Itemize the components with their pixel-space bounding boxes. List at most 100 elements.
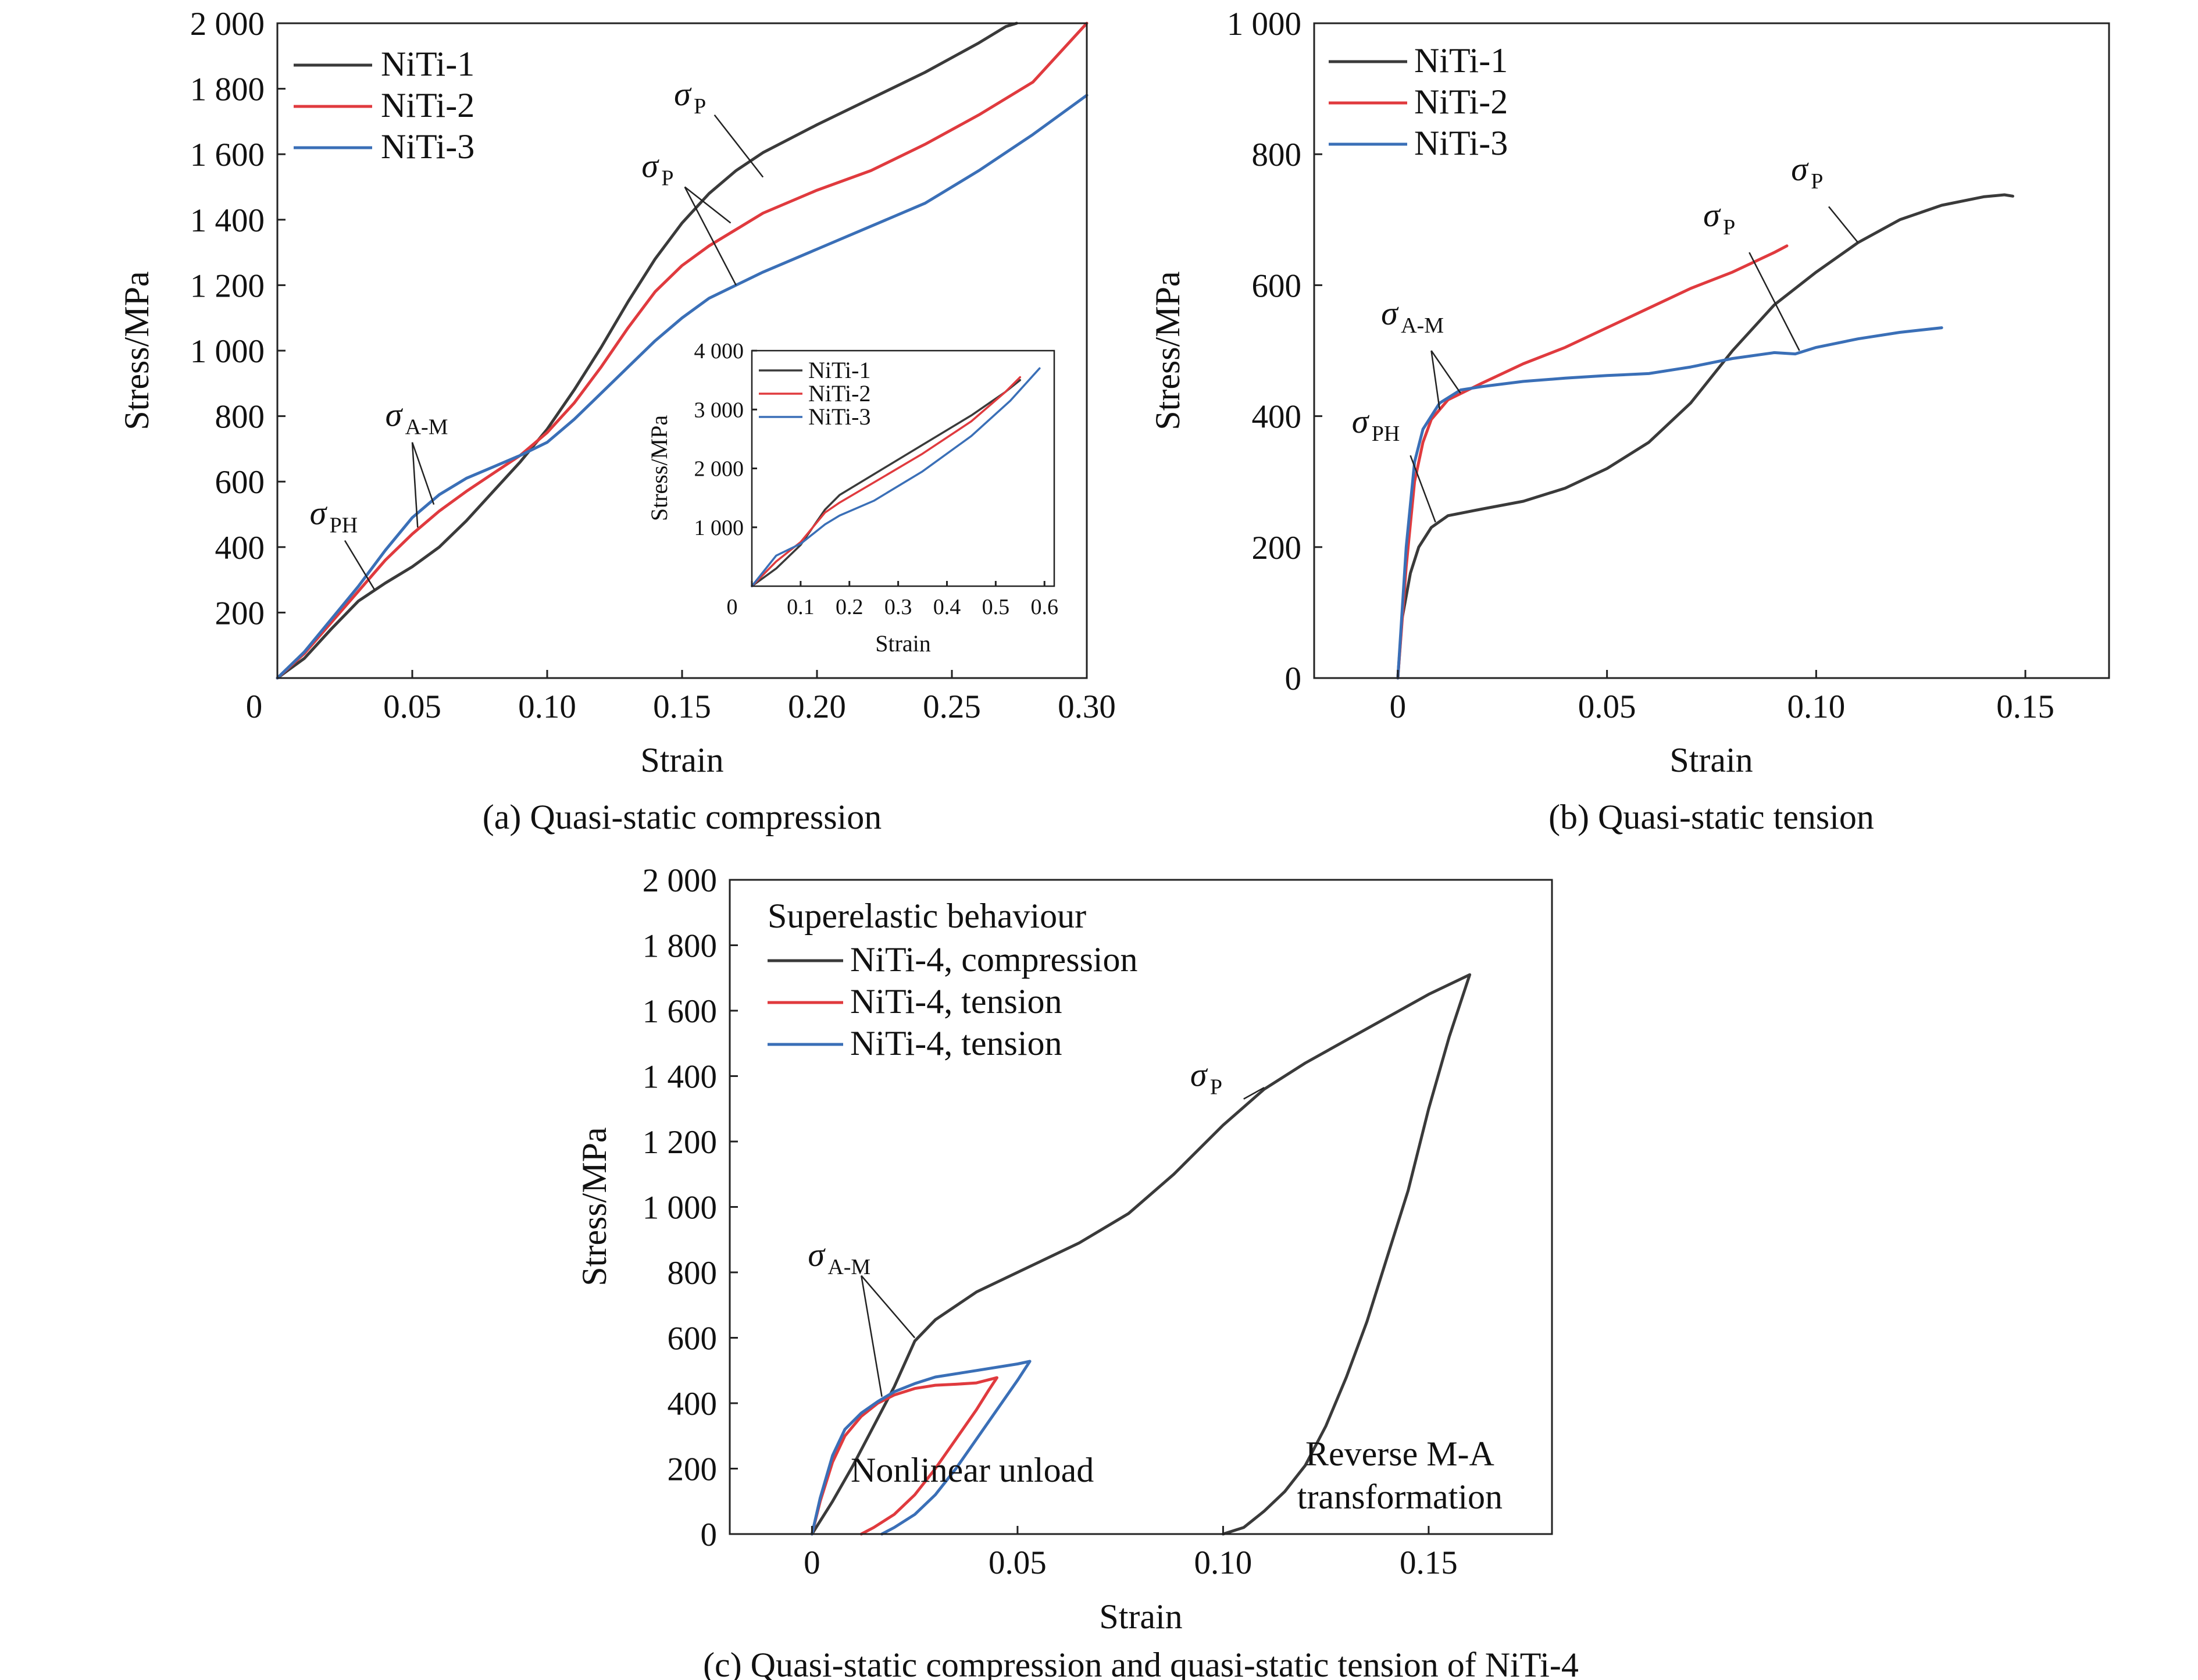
chart-c-legend: Superelastic behaviour NiTi-4, compressi… — [768, 897, 1137, 1062]
chart-b-x-axis-label: Strain — [1669, 741, 1753, 779]
chart-a-inset-x-tick-label: 0.5 — [982, 595, 1010, 619]
chart-c-y-tick-label: 1 800 — [643, 928, 717, 965]
chart-b-annotation-3: σ A-M — [1381, 294, 1461, 410]
chart-c-note-1-line-1: Nonlinear unload — [851, 1451, 1094, 1489]
chart-a-y-tick-label: 600 — [215, 464, 265, 501]
chart-a-annotation-1: σ PH — [310, 494, 376, 590]
chart-a-caption: (a) Quasi-static compression — [483, 798, 882, 836]
chart-a-annotation-leader — [713, 114, 764, 178]
chart-b-y-tick-label: 400 — [1252, 399, 1302, 436]
chart-a-x-tick-label: 0.05 — [383, 689, 441, 725]
chart-b-annotation-4: σ PH — [1352, 402, 1436, 523]
chart-a-y-tick-label: 1 200 — [190, 267, 265, 304]
chart-c-annotation-symbol: σ — [1190, 1055, 1208, 1093]
chart-a-annotation-symbol: σ — [674, 75, 692, 113]
chart-b-annotation-symbol: σ — [1703, 196, 1721, 234]
chart-a-annotation-subscript: PH — [330, 513, 358, 537]
chart-b-series-layer — [1396, 193, 2014, 680]
chart-a-annotation-leader — [684, 186, 737, 286]
chart-a-x-tick-label: 0.20 — [788, 689, 846, 725]
chart-c-series-line-1 — [810, 973, 1472, 1536]
chart-a-series-line-3 — [276, 94, 1089, 680]
chart-a-inset-legend: NiTi-1 NiTi-2 NiTi-3 — [759, 357, 870, 430]
chart-c-y-tick-label: 2 000 — [643, 862, 717, 899]
chart-c-annotation-leader — [1243, 1087, 1265, 1100]
chart-a-inset-series-layer — [751, 367, 1041, 587]
chart-a-legend-label-3: NiTi-3 — [381, 127, 474, 166]
chart-c-annotation-subscript: P — [1210, 1075, 1222, 1099]
chart-c-annotations: σ Pσ A-M — [808, 1055, 1265, 1397]
chart-a-inset-x-axis-label: Strain — [875, 630, 931, 657]
chart-a-annotation-leader — [684, 186, 732, 224]
chart-c-series-layer — [810, 973, 1472, 1536]
chart-c-legend-label-3: NiTi-4, tension — [850, 1024, 1062, 1062]
chart-a-x-axis: 0.05 0.10 0.15 0.20 0.25 0.30 — [276, 670, 1116, 725]
chart-c-x-tick-label: 0 — [804, 1545, 820, 1581]
chart-b-x-tick-label: 0.15 — [1996, 689, 2054, 725]
chart-b-annotation-leader — [1749, 252, 1800, 351]
chart-c-y-tick-label: 600 — [668, 1321, 718, 1357]
chart-b-legend-label-1: NiTi-1 — [1414, 41, 1508, 80]
chart-c-y-tick-label: 800 — [668, 1255, 718, 1292]
chart-a-inset-x-axis: 0 0.1 0.2 0.3 0.4 0.5 0.6 — [727, 581, 1058, 619]
chart-a-annotation-2: σ A-M — [386, 395, 448, 528]
chart-c: 0 0.05 0.10 0.15 0 200 400 600 800 1 000 1 200 1 4… — [575, 862, 1579, 1680]
chart-a-inset: 0 0.1 0.2 0.3 0.4 0.5 0.6 1 000 2 000 3 000 4 000… — [646, 339, 1058, 657]
chart-b-caption: (b) Quasi-static tension — [1548, 798, 1874, 836]
chart-a-y-tick-label: 1 000 — [190, 333, 265, 370]
chart-a-y-tick-label: 1 400 — [190, 202, 265, 239]
chart-a-legend-label-1: NiTi-1 — [381, 45, 474, 83]
chart-a-annotation-leader — [411, 442, 435, 505]
chart-b-x-tick-label: 0.10 — [1787, 689, 1845, 725]
chart-b-series-line-3 — [1396, 326, 1943, 680]
chart-b-annotation-leader — [1410, 455, 1436, 523]
chart-b-annotations: σ Pσ Pσ A-Mσ PH — [1352, 150, 1859, 523]
chart-a-inset-series-line-3 — [751, 367, 1041, 587]
chart-c-annotation-subscript: A-M — [827, 1255, 870, 1279]
chart-a-y-tick-label: 200 — [215, 595, 265, 632]
chart-c-annotation-leader — [861, 1275, 916, 1339]
chart-b-annotation-leader — [1430, 350, 1441, 410]
chart-c-legend-title: Superelastic behaviour — [768, 897, 1086, 935]
chart-c-x-tick-label: 0.05 — [989, 1545, 1047, 1581]
chart-b-y-tick-label: 1 000 — [1227, 6, 1301, 42]
chart-c-x-axis-label: Strain — [1099, 1597, 1182, 1636]
chart-a-y-tick-label: 400 — [215, 530, 265, 566]
chart-a-inset-x-tick-label: 0.3 — [884, 595, 912, 619]
chart-c-y-tick-label: 0 — [701, 1517, 718, 1553]
chart-b-legend-label-2: NiTi-2 — [1414, 83, 1508, 121]
chart-c-caption: (c) Quasi-static compression and quasi-s… — [703, 1646, 1579, 1680]
chart-c-note-2-line-1: Reverse M-A — [1305, 1435, 1494, 1473]
chart-a-series-line-2 — [276, 22, 1089, 680]
chart-c-y-tick-label: 1 200 — [643, 1124, 717, 1161]
chart-a-inset-y-tick-label: 1 000 — [694, 516, 744, 540]
chart-c-y-axis: 0 200 400 600 800 1 000 1 200 1 400 1 600 1 800 2 … — [643, 862, 738, 1553]
chart-c-annotation-symbol: σ — [808, 1236, 826, 1274]
chart-a-x-tick-label: 0.25 — [923, 689, 981, 725]
chart-c-note-2-line-2: transformation — [1297, 1478, 1503, 1516]
chart-a-inset-x-tick-label: 0.2 — [836, 595, 864, 619]
chart-a-inset-y-axis-label: Stress/MPa — [646, 415, 672, 521]
chart-a-legend: NiTi-1 NiTi-2 NiTi-3 — [294, 45, 474, 166]
chart-a-x-axis-label: Strain — [640, 741, 723, 779]
chart-a-inset-x-tick-label: 0.4 — [933, 595, 961, 619]
chart-b-annotation-symbol: σ — [1791, 150, 1809, 188]
chart-b-annotation-subscript: P — [1811, 169, 1823, 194]
chart-a-x-tick-label: 0.30 — [1058, 689, 1116, 725]
chart-b-y-tick-label: 0 — [1285, 661, 1302, 697]
chart-a-x-zero-label: 0 — [246, 689, 263, 725]
chart-a-x-tick-label: 0.15 — [653, 689, 711, 725]
chart-a-annotation-subscript: A-M — [405, 415, 448, 439]
chart-c-x-axis: 0 0.05 0.10 0.15 — [804, 1526, 1458, 1581]
chart-a-legend-label-2: NiTi-2 — [381, 86, 474, 124]
chart-a-annotation-symbol: σ — [386, 395, 404, 433]
chart-b-plot-frame — [1313, 22, 2110, 679]
chart-c-y-tick-label: 1 000 — [643, 1190, 717, 1226]
chart-b-annotation-leader — [1430, 350, 1461, 394]
chart-b-annotation-subscript: PH — [1372, 422, 1400, 446]
chart-a-annotation-symbol: σ — [310, 494, 328, 532]
chart-c-y-tick-label: 200 — [668, 1451, 718, 1488]
